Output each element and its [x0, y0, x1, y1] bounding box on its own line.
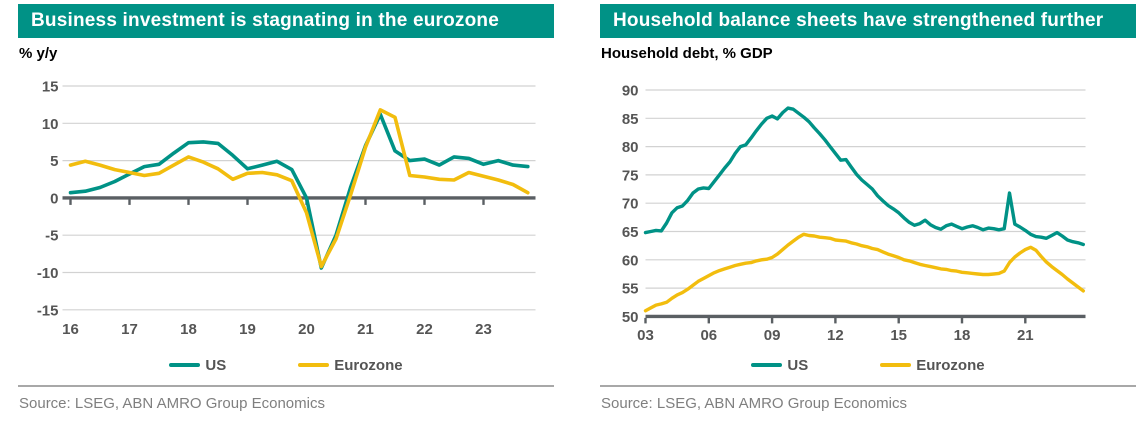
- x-axis-tick-label: 03: [637, 327, 654, 344]
- y-axis-tick-label: 5: [50, 153, 58, 170]
- y-axis-tick-label: 65: [622, 224, 639, 241]
- x-axis-tick: [1024, 317, 1027, 324]
- x-axis-tick: [897, 317, 900, 324]
- y-axis-tick-label: 70: [622, 196, 639, 213]
- x-axis-tick-label: 15: [890, 327, 907, 344]
- legend-line-swatch: [880, 363, 912, 367]
- legend-line-swatch: [169, 363, 201, 367]
- x-axis-tick: [834, 317, 837, 324]
- y-axis-tick-label: 50: [622, 309, 639, 326]
- right-chart-legend: US Eurozone: [600, 354, 1136, 376]
- x-axis-tick-label: 23: [475, 321, 492, 338]
- y-axis-tick-label: -15: [37, 302, 59, 319]
- x-axis-tick-label: 21: [1017, 327, 1034, 344]
- right-chart-axis-unit-label: Household debt, % GDP: [601, 45, 773, 62]
- x-axis-tick-label: 21: [357, 321, 374, 338]
- x-axis-tick: [482, 199, 485, 205]
- x-axis-tick-label: 22: [416, 321, 433, 338]
- y-axis-tick-label: 60: [622, 252, 639, 269]
- y-axis-tick-label: -10: [37, 265, 59, 282]
- left-chart-title: Business investment is stagnating in the…: [31, 10, 499, 31]
- left-chart-source: Source: LSEG, ABN AMRO Group Economics: [18, 385, 554, 425]
- legend-item-us: US: [751, 357, 808, 374]
- x-axis-tick: [128, 199, 131, 205]
- right-chart-title-bar: Household balance sheets have strengthen…: [600, 4, 1136, 38]
- x-axis-tick: [187, 199, 190, 205]
- legend-item-eurozone: Eurozone: [880, 356, 985, 374]
- x-axis-tick-label: 12: [827, 327, 844, 344]
- left-chart-title-bar: Business investment is stagnating in the…: [18, 4, 554, 38]
- legend-item-us: US: [169, 357, 226, 374]
- x-axis-tick-label: 18: [180, 321, 197, 338]
- right-chart-source: Source: LSEG, ABN AMRO Group Economics: [600, 385, 1136, 425]
- y-axis-tick-label: 80: [622, 139, 639, 156]
- x-axis-tick-label: 18: [954, 327, 971, 344]
- x-axis-tick-label: 19: [239, 321, 256, 338]
- legend-label: US: [205, 356, 227, 374]
- x-axis-tick: [246, 199, 249, 205]
- left-chart-panel: Business investment is stagnating in the…: [18, 4, 554, 425]
- legend-item-eurozone: Eurozone: [298, 356, 403, 374]
- legend-label: Eurozone: [916, 356, 985, 374]
- y-axis-tick-label: -5: [45, 228, 58, 245]
- y-axis-tick-label: 85: [622, 111, 639, 128]
- x-axis-tick-label: 20: [298, 321, 315, 338]
- x-axis-tick-label: 06: [700, 327, 717, 344]
- x-axis-tick: [707, 317, 710, 324]
- x-axis-tick: [423, 199, 426, 205]
- y-axis-tick-label: 10: [42, 116, 59, 133]
- line-series-eurozone: [643, 232, 1085, 313]
- x-axis-tick-label: 16: [62, 321, 79, 338]
- y-axis-tick-label: 90: [622, 83, 639, 100]
- x-axis-tick-label: 09: [764, 327, 781, 344]
- y-axis-tick-label: 75: [622, 167, 639, 184]
- x-axis-tick: [644, 317, 647, 324]
- right-chart-title: Household balance sheets have strengthen…: [613, 10, 1104, 31]
- legend-label: Eurozone: [334, 356, 403, 374]
- legend-line-swatch: [751, 363, 783, 367]
- legend-label: US: [787, 356, 809, 374]
- x-axis-tick-label: 17: [121, 321, 138, 338]
- line-series-us: [643, 106, 1085, 247]
- y-axis-tick-label: 15: [42, 79, 59, 96]
- line-series-us: [68, 112, 530, 270]
- left-chart-legend: US Eurozone: [18, 354, 554, 376]
- y-axis-tick-label: 0: [50, 190, 58, 207]
- x-axis-tick: [69, 199, 72, 205]
- line-series-eurozone: [68, 108, 530, 269]
- x-axis-tick: [960, 317, 964, 324]
- right-chart-panel: Household balance sheets have strengthen…: [600, 4, 1136, 425]
- x-axis-tick: [770, 317, 774, 324]
- left-chart-axis-unit-label: % y/y: [19, 45, 58, 62]
- y-axis-tick-label: 55: [622, 281, 639, 298]
- legend-line-swatch: [298, 363, 330, 367]
- x-axis-tick: [364, 199, 367, 205]
